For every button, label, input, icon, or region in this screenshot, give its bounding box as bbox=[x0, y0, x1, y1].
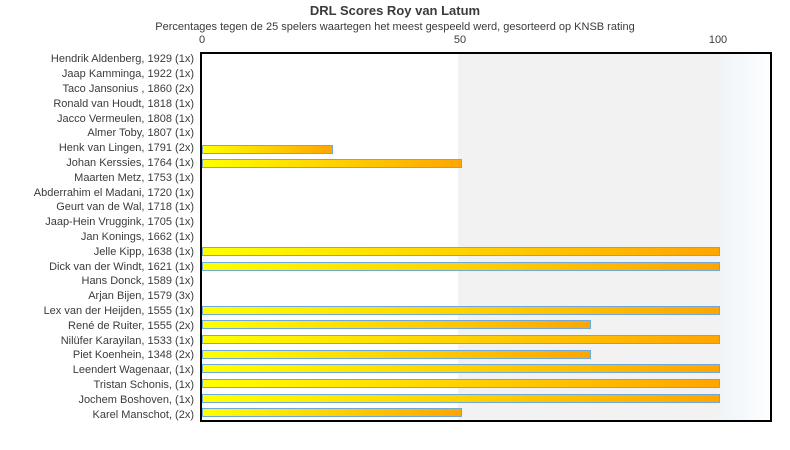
y-axis-label: Jochem Boshoven, (1x) bbox=[78, 393, 194, 406]
bar-row bbox=[202, 200, 770, 215]
bar-row bbox=[202, 274, 770, 289]
bar-row bbox=[202, 69, 770, 84]
plot-area bbox=[200, 52, 772, 422]
bar-row bbox=[202, 186, 770, 201]
y-axis-label: Ronald van Houdt, 1818 (1x) bbox=[53, 97, 194, 110]
bar-row bbox=[202, 127, 770, 142]
bar-row bbox=[202, 156, 770, 171]
score-bar bbox=[202, 159, 462, 169]
y-axis-labels: Hendrik Aldenberg, 1929 (1x) Jaap Kamming… bbox=[0, 52, 194, 422]
y-axis-label: Geurt van de Wal, 1718 (1x) bbox=[56, 201, 194, 214]
bar-row bbox=[202, 83, 770, 98]
bar-row bbox=[202, 361, 770, 376]
y-axis-label: Piet Koenhein, 1348 (2x) bbox=[72, 349, 194, 362]
y-axis-label: Jaap Kamminga, 1922 (1x) bbox=[61, 68, 194, 81]
x-tick-label: 50 bbox=[453, 34, 467, 46]
y-axis-label: Arjan Bijen, 1579 (3x) bbox=[88, 290, 194, 303]
bar-row bbox=[202, 288, 770, 303]
y-axis-label: Johan Kerssies, 1764 (1x) bbox=[66, 156, 194, 169]
bar-row bbox=[202, 54, 770, 69]
y-axis-label: Maarten Metz, 1753 (1x) bbox=[74, 171, 194, 184]
y-axis-label: Tristan Schonis, (1x) bbox=[93, 378, 194, 391]
bar-row bbox=[202, 405, 770, 420]
y-axis-label: Hendrik Aldenberg, 1929 (1x) bbox=[50, 53, 194, 66]
y-axis-label: Leendert Wagenaar, (1x) bbox=[72, 364, 194, 377]
score-bar bbox=[202, 378, 720, 388]
bar-row bbox=[202, 113, 770, 128]
y-axis-label: Nilüfer Karayilan, 1533 (1x) bbox=[60, 334, 194, 347]
score-bar bbox=[202, 334, 720, 344]
bar-row bbox=[202, 391, 770, 406]
y-axis-label: Almer Toby, 1807 (1x) bbox=[87, 127, 194, 140]
bar-row bbox=[202, 215, 770, 230]
score-bar bbox=[202, 320, 591, 330]
y-axis-label: Abderrahim el Madani, 1720 (1x) bbox=[33, 186, 194, 199]
y-axis-label: Hans Donck, 1589 (1x) bbox=[81, 275, 195, 288]
y-axis-label: Taco Jansonius , 1860 (2x) bbox=[62, 82, 194, 95]
bar-row bbox=[202, 230, 770, 245]
x-axis-ticks: 0 50 100 bbox=[0, 34, 790, 48]
score-bar bbox=[202, 349, 591, 359]
score-bar bbox=[202, 144, 333, 154]
x-tick-label: 0 bbox=[198, 34, 206, 46]
score-bar bbox=[202, 305, 720, 315]
bar-row bbox=[202, 332, 770, 347]
bar-row bbox=[202, 98, 770, 113]
y-axis-label: René de Ruiter, 1555 (2x) bbox=[68, 319, 194, 332]
bar-row bbox=[202, 142, 770, 157]
y-axis-label: Dick van der Windt, 1621 (1x) bbox=[49, 260, 194, 273]
y-axis-label: Jaap-Hein Vruggink, 1705 (1x) bbox=[45, 216, 194, 229]
y-axis-label: Karel Manschot, (2x) bbox=[92, 408, 194, 421]
bar-row bbox=[202, 171, 770, 186]
bar-row bbox=[202, 259, 770, 274]
chart-title: DRL Scores Roy van Latum bbox=[309, 3, 481, 18]
score-bar bbox=[202, 247, 720, 257]
y-axis-label: Jan Konings, 1662 (1x) bbox=[80, 230, 194, 243]
bar-row bbox=[202, 244, 770, 259]
y-axis-label: Jacco Vermeulen, 1808 (1x) bbox=[57, 112, 194, 125]
bar-row bbox=[202, 303, 770, 318]
x-tick-label: 100 bbox=[708, 34, 728, 46]
bar-row bbox=[202, 347, 770, 362]
bar-row bbox=[202, 376, 770, 391]
chart-subtitle: Percentages tegen de 25 spelers waartege… bbox=[155, 21, 635, 33]
bar-row bbox=[202, 318, 770, 333]
score-bar bbox=[202, 364, 720, 374]
y-axis-label: Lex van der Heijden, 1555 (1x) bbox=[43, 304, 194, 317]
y-axis-label: Jelle Kipp, 1638 (1x) bbox=[93, 245, 194, 258]
score-bar bbox=[202, 408, 462, 418]
score-bar bbox=[202, 261, 720, 271]
score-bar bbox=[202, 393, 720, 403]
y-axis-label: Henk van Lingen, 1791 (2x) bbox=[58, 142, 194, 155]
